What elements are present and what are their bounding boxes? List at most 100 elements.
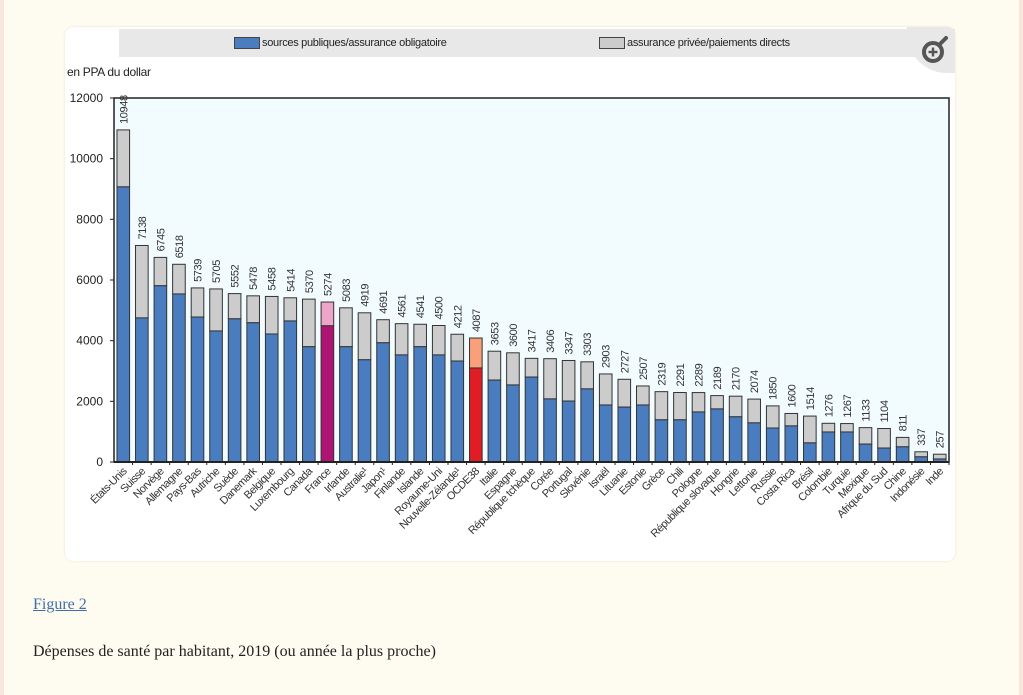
data-label: 3600 xyxy=(508,324,520,347)
bar-private-31 xyxy=(691,392,706,413)
bar-public-28 xyxy=(636,404,650,463)
bar-public-25 xyxy=(580,388,594,463)
bar-public-5 xyxy=(209,330,223,463)
bar-public-1 xyxy=(135,317,149,463)
bar-private-36 xyxy=(784,412,799,427)
data-label: 4919 xyxy=(360,284,372,307)
bar-public-36 xyxy=(784,425,799,463)
y-tick-label: 2000 xyxy=(76,394,103,408)
bar-private-40 xyxy=(858,427,873,445)
bar-private-2 xyxy=(153,256,168,287)
bar-public-24 xyxy=(561,400,576,463)
legend-item-public: sources publiques/assurance obligatoire xyxy=(234,37,447,49)
legend-swatch-public xyxy=(234,37,260,49)
bar-public-19 xyxy=(469,367,483,463)
bar-private-23 xyxy=(543,358,557,400)
bar-private-39 xyxy=(840,423,854,433)
data-label: 5705 xyxy=(211,260,223,283)
x-tick-label: Inde xyxy=(924,465,946,487)
data-label: 4561 xyxy=(397,294,409,317)
y-tick-label: 4000 xyxy=(76,334,103,348)
data-label: 1514 xyxy=(805,387,817,410)
data-label: 10948 xyxy=(118,95,130,124)
data-label: 7138 xyxy=(137,216,149,239)
data-label: 2507 xyxy=(638,357,650,380)
data-label: 2170 xyxy=(731,367,743,390)
bar-private-4 xyxy=(190,287,205,318)
bar-private-44 xyxy=(932,453,947,460)
legend-swatch-private xyxy=(599,37,625,49)
bar-private-9 xyxy=(283,297,298,322)
bar-public-17 xyxy=(431,354,446,463)
zoom-in-icon xyxy=(922,36,948,63)
bar-public-37 xyxy=(803,442,817,463)
figure-link[interactable]: Figure 2 xyxy=(33,596,87,613)
figure-caption: Dépenses de santé par habitant, 2019 (ou… xyxy=(33,643,436,660)
bar-public-11 xyxy=(320,325,335,463)
bar-public-33 xyxy=(728,416,743,463)
bar-private-16 xyxy=(413,323,427,348)
bar-private-29 xyxy=(654,391,669,421)
data-label: 2074 xyxy=(749,370,761,393)
bar-public-40 xyxy=(858,443,873,463)
bar-public-35 xyxy=(765,427,780,463)
data-label: 2903 xyxy=(601,345,613,368)
bar-public-0 xyxy=(116,186,131,463)
bar-private-0 xyxy=(116,129,131,188)
bar-public-27 xyxy=(617,406,632,463)
bar-private-24 xyxy=(561,359,576,402)
bar-private-33 xyxy=(728,395,743,418)
data-label: 2319 xyxy=(656,363,668,386)
bar-private-11 xyxy=(320,301,335,327)
legend-label-public: sources publiques/assurance obligatoire xyxy=(262,37,447,49)
bar-private-17 xyxy=(431,325,446,356)
bar-private-21 xyxy=(506,352,520,386)
bar-private-6 xyxy=(227,293,242,320)
data-label: 1600 xyxy=(786,384,798,407)
page-left-border xyxy=(0,0,4,695)
data-label: 5739 xyxy=(193,259,205,282)
bar-private-42 xyxy=(895,436,910,448)
bar-private-35 xyxy=(765,405,780,429)
bar-public-8 xyxy=(264,333,279,463)
bar-public-34 xyxy=(747,422,761,463)
bar-private-12 xyxy=(339,307,353,348)
bar-public-29 xyxy=(654,419,669,463)
figure-card: sources publiques/assurance obligatoire … xyxy=(65,27,955,561)
bar-private-37 xyxy=(803,415,817,444)
bar-private-30 xyxy=(673,392,687,421)
data-label: 5552 xyxy=(230,264,242,287)
data-label: 5414 xyxy=(285,269,297,292)
bar-public-20 xyxy=(487,379,502,463)
bar-public-7 xyxy=(246,322,260,463)
bar-private-38 xyxy=(821,422,836,433)
bar-public-42 xyxy=(895,446,910,463)
bar-private-27 xyxy=(617,378,632,408)
data-label: 5370 xyxy=(304,270,316,293)
bar-public-39 xyxy=(840,431,854,463)
bar-public-18 xyxy=(450,360,465,463)
bar-public-6 xyxy=(227,318,242,463)
bar-public-16 xyxy=(413,346,427,463)
data-label: 4541 xyxy=(415,295,427,318)
bar-private-26 xyxy=(598,373,613,406)
data-label: 6518 xyxy=(174,235,186,258)
bar-private-18 xyxy=(450,333,465,362)
data-label: 6745 xyxy=(155,228,167,251)
legend-label-private: assurance privée/paiements directs xyxy=(627,37,790,49)
zoom-in-button[interactable] xyxy=(919,33,953,67)
data-label: 3653 xyxy=(489,322,501,345)
bar-private-7 xyxy=(246,295,260,324)
data-label: 2727 xyxy=(619,350,631,373)
bar-public-32 xyxy=(710,408,724,463)
bar-private-41 xyxy=(877,428,891,449)
data-label: 3347 xyxy=(564,331,576,354)
data-label: 3417 xyxy=(527,329,539,352)
data-label: 2189 xyxy=(712,366,724,389)
data-label: 4212 xyxy=(452,305,464,328)
data-label: 4500 xyxy=(434,296,446,319)
bar-private-32 xyxy=(710,395,724,410)
bar-public-26 xyxy=(598,404,613,463)
bar-private-8 xyxy=(264,295,279,335)
